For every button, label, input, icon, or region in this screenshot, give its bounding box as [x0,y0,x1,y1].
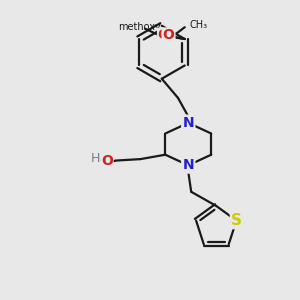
Text: N: N [182,158,194,172]
Text: O: O [101,154,113,168]
Text: CH₃: CH₃ [190,20,208,30]
Text: S: S [231,213,242,228]
Text: O: O [163,28,175,43]
Text: N: N [182,116,194,130]
Text: methoxy: methoxy [118,22,160,32]
Text: O: O [158,28,169,43]
Text: H: H [91,152,101,165]
